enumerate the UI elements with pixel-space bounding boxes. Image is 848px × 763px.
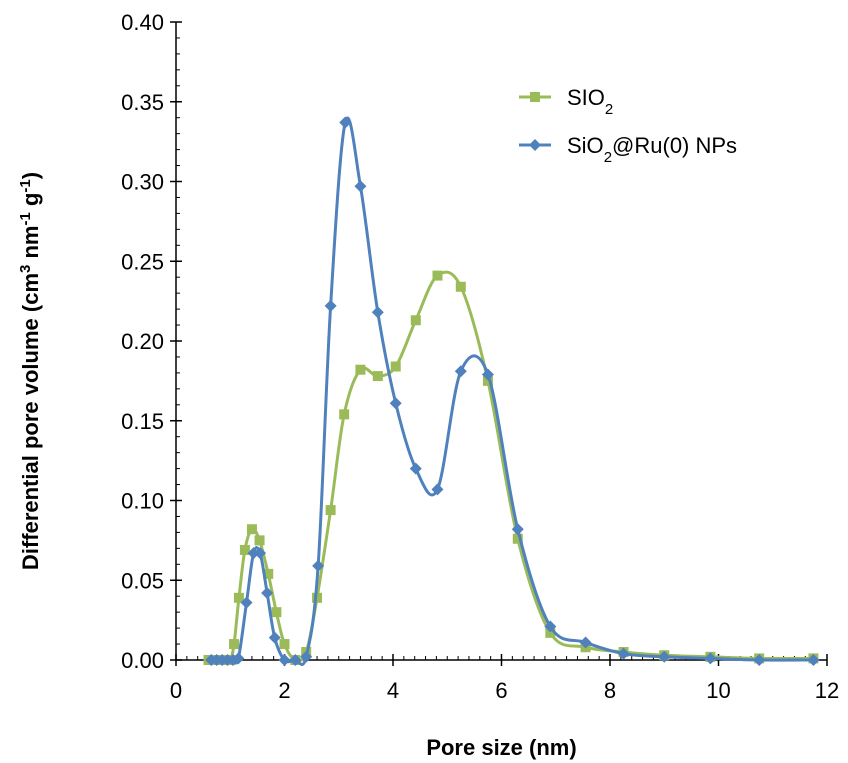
x-tick-label: 4 [387, 678, 399, 703]
data-point [389, 397, 402, 410]
y-tick-label: 0.20 [121, 329, 164, 354]
data-point [312, 559, 325, 572]
data-point [410, 315, 421, 326]
y-axis-title: Differential pore volume (cm3 nm-1 g-1) [17, 172, 44, 570]
series-2 [205, 116, 820, 667]
data-point [512, 533, 523, 544]
data-point [617, 647, 630, 660]
data-point [289, 654, 302, 666]
data-point [704, 652, 717, 665]
series-1 [203, 270, 819, 665]
data-point [753, 654, 766, 666]
data-point [254, 547, 267, 560]
x-tick-label: 10 [706, 678, 730, 703]
data-point [390, 361, 401, 372]
x-tick-label: 0 [170, 678, 182, 703]
data-point [268, 631, 281, 644]
data-point [300, 650, 313, 663]
data-point [247, 547, 260, 560]
y-tick-label: 0.30 [121, 170, 164, 195]
data-point [354, 180, 367, 193]
axes: 0.00 0.05 0.10 0.15 0.20 0.25 0.30 0.35 0.40 0 2 4 6… [121, 10, 839, 703]
data-point [246, 524, 257, 535]
series-layer [203, 116, 820, 667]
data-point [279, 639, 290, 650]
data-point [261, 587, 274, 600]
data-point [271, 607, 282, 618]
data-point [372, 371, 383, 382]
series-line [208, 270, 814, 663]
y-tick-label: 0.25 [121, 249, 164, 274]
legend-entry-1: SIO2 [519, 85, 613, 118]
y-tick-label: 0.00 [121, 648, 164, 673]
data-point [454, 365, 467, 378]
data-point [658, 650, 671, 663]
data-point [229, 639, 240, 650]
data-point [254, 535, 265, 546]
data-point [325, 505, 336, 516]
data-point [481, 368, 494, 381]
legend: SIO2 SiO2@Ru(0) NPs [519, 85, 737, 166]
legend-marker [530, 92, 540, 102]
data-point [545, 627, 556, 638]
legend-marker [529, 139, 541, 151]
y-tick-label: 0.40 [121, 10, 164, 35]
data-point [233, 592, 244, 603]
data-point [431, 483, 444, 496]
y-tick-label: 0.10 [121, 489, 164, 514]
legend-label: SiO2@Ru(0) NPs [567, 133, 737, 166]
data-point [240, 596, 253, 609]
data-point [432, 270, 443, 281]
legend-entry-2: SiO2@Ru(0) NPs [519, 133, 737, 166]
data-point [355, 364, 366, 375]
y-tick-label: 0.05 [121, 568, 164, 593]
y-tick-label: 0.35 [121, 90, 164, 115]
data-point [239, 544, 250, 555]
data-point [544, 620, 557, 633]
data-point [807, 654, 820, 666]
data-point [232, 652, 245, 665]
y-tick-label: 0.15 [121, 409, 164, 434]
series-line [211, 116, 814, 667]
legend-label: SIO2 [567, 85, 613, 118]
data-point [263, 568, 274, 579]
data-point [324, 299, 337, 312]
data-point [409, 462, 422, 475]
data-point [371, 306, 384, 319]
data-point [579, 636, 592, 649]
x-tick-label: 12 [815, 678, 839, 703]
data-point [482, 375, 493, 386]
data-point [339, 409, 350, 420]
x-tick-label: 8 [604, 678, 616, 703]
data-point [339, 116, 352, 129]
x-tick-label: 2 [278, 678, 290, 703]
x-tick-label: 6 [495, 678, 507, 703]
data-point [511, 523, 524, 536]
x-axis-title: Pore size (nm) [426, 735, 576, 760]
data-point [455, 281, 466, 292]
data-point [278, 654, 291, 666]
